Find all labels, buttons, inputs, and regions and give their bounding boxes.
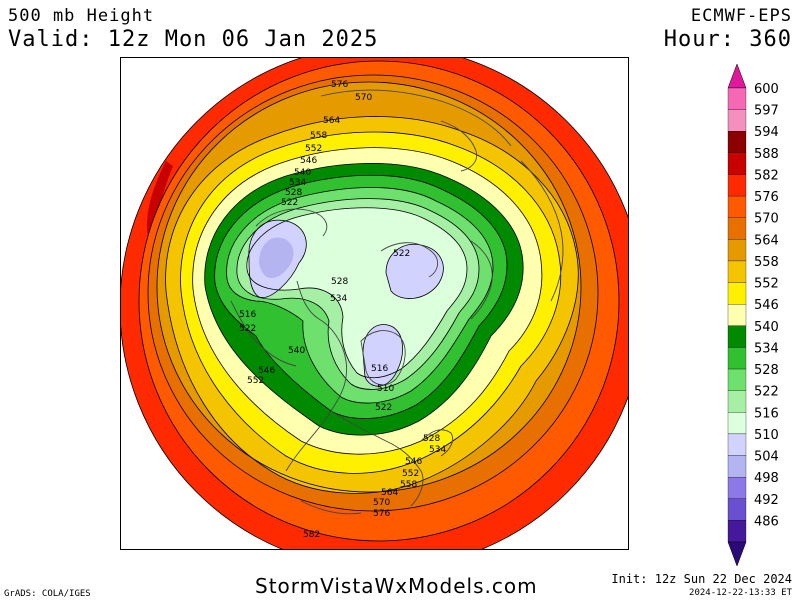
colorbar-swatch [727, 152, 747, 175]
colorbar-label: 558 [754, 255, 779, 270]
colorbar-swatch [727, 282, 747, 305]
colorbar-swatch [727, 239, 747, 262]
contour-label: 510 [377, 384, 394, 394]
colorbar-swatch [727, 412, 747, 435]
colorbar-label: 540 [754, 320, 779, 335]
contour-label: 564 [381, 488, 398, 498]
colorbar-swatch [727, 476, 747, 499]
contour-label: 540 [288, 346, 305, 356]
colorbar-swatch [727, 131, 747, 154]
colorbar-label: 498 [754, 471, 779, 486]
colorbar-swatch [727, 390, 747, 413]
contour-label: 522 [375, 403, 392, 413]
contour-label: 546 [405, 457, 422, 467]
color-scale-legend: 600 597 594 588 582 576 570 564 558 552 546 540 534 5… [727, 63, 779, 567]
colorbar-bottom-arrow [727, 541, 747, 567]
contour-label: 582 [303, 530, 320, 540]
init-time: Init: 12z Sun 22 Dec 2024 [611, 572, 792, 586]
polar-stereographic-map: 576 570 564 558 552 546 540 534 528 522 … [121, 58, 628, 549]
contour-label: 558 [400, 480, 417, 490]
colorbar-swatch [727, 304, 747, 326]
colorbar-label: 504 [754, 450, 779, 465]
colorbar-label: 594 [754, 125, 779, 140]
colorbar-label: 492 [754, 493, 779, 508]
colorbar-label: 564 [754, 233, 779, 248]
coastlines [230, 89, 564, 515]
low-center-west-core [259, 237, 294, 279]
colorbar-label: 600 [754, 82, 779, 97]
colorbar-swatch [727, 520, 747, 543]
contour-label: 534 [289, 178, 306, 188]
contour-label: 570 [355, 93, 372, 103]
colorbar-label: 516 [754, 406, 779, 421]
colorbar-swatch [727, 260, 747, 283]
contour-label: 576 [331, 80, 348, 90]
colorbar-swatch [727, 368, 747, 391]
colorbar-swatch [727, 87, 747, 110]
colorbar-swatch [727, 174, 747, 197]
low-center-north [386, 244, 444, 299]
contour-label: 516 [371, 364, 388, 374]
contour-label: 534 [429, 445, 446, 455]
contour-label: 516 [239, 310, 256, 320]
colorbar-label: 534 [754, 341, 779, 356]
contour-labels: 576 570 564 558 552 546 540 534 528 522 … [239, 80, 446, 540]
contour-label: 534 [330, 294, 347, 304]
contour-label: 528 [331, 277, 348, 287]
contour-label: 540 [294, 168, 311, 178]
grads-credit: GrADS: COLA/IGES [4, 589, 91, 599]
forecast-hour: Hour: 360 [663, 27, 792, 52]
colorbar-label: 552 [754, 277, 779, 292]
contour-label: 528 [423, 434, 440, 444]
colorbar-swatch [727, 433, 747, 456]
colorbar-swatch [727, 455, 747, 478]
contour-label: 552 [402, 469, 419, 479]
low-center-hudson [363, 324, 403, 387]
contour-label: 522 [393, 249, 410, 259]
generated-time: 2024-12-22-13:33 ET [689, 588, 792, 598]
colorbar-label: 576 [754, 190, 779, 205]
model-name: ECMWF-EPS [690, 6, 792, 26]
contour-label: 552 [247, 376, 264, 386]
colorbar-label: 510 [754, 428, 779, 443]
contour-label: 528 [285, 188, 302, 198]
colorbar-swatch [727, 195, 747, 218]
colorbar-label: 570 [754, 212, 779, 227]
colorbar-label: 486 [754, 514, 779, 529]
contour-label: 564 [323, 116, 340, 126]
colorbar-swatch [727, 109, 747, 132]
contour-label: 522 [239, 324, 256, 334]
colorbar-swatch [727, 347, 747, 370]
map-title: 500 mb Height [8, 6, 155, 26]
contour-label: 558 [310, 131, 327, 141]
colorbar-label: 528 [754, 363, 779, 378]
contour-label: 546 [300, 156, 317, 166]
valid-time: Valid: 12z Mon 06 Jan 2025 [8, 27, 379, 52]
contour-label: 576 [373, 509, 390, 519]
site-name: StormVistaWxModels.com [255, 574, 538, 598]
colorbar-swatch [727, 498, 747, 521]
colorbar-label: 546 [754, 298, 779, 313]
contour-lines [121, 58, 628, 549]
height-map: 576 570 564 558 552 546 540 534 528 522 … [120, 57, 629, 550]
contour-label: 522 [281, 198, 298, 208]
contour-label: 570 [373, 498, 390, 508]
colorbar-label: 597 [754, 104, 779, 119]
colorbar-label: 522 [754, 385, 779, 400]
contour-label: 546 [258, 366, 275, 376]
colorbar-swatch [727, 217, 747, 240]
colorbar-label: 582 [754, 168, 779, 183]
colorbar-top-arrow [727, 63, 747, 89]
colorbar-label: 588 [754, 147, 779, 162]
contour-label: 552 [305, 144, 322, 154]
colorbar-swatch [727, 325, 747, 348]
